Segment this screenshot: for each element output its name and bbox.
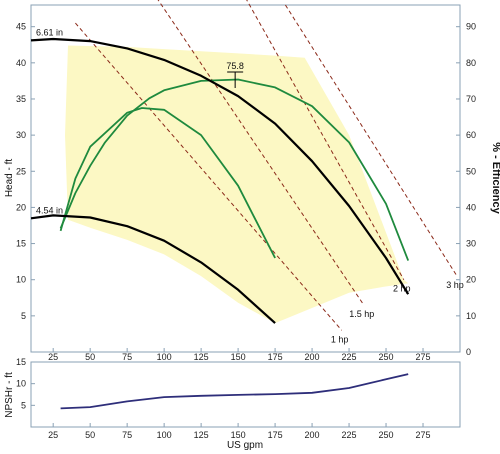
head-curve-1: [30, 37, 410, 295]
npshr-axis-ticks: 5 10 15 25 50 75 100 125 150 175 200 225 250 275: [16, 357, 431, 440]
flow-tick-label: 75: [122, 352, 132, 362]
head-tick-label: 20: [16, 202, 26, 212]
lower-flow-tick-label: 75: [122, 430, 132, 440]
power-line-3: [246, 0, 405, 280]
efficiency-tick-label: 70: [466, 94, 476, 104]
power-line-label-3: 2 hp: [393, 284, 411, 294]
head-tick-label: 35: [16, 94, 26, 104]
efficiency-tick-label: 0: [466, 347, 471, 357]
efficiency-tick-label: 10: [466, 311, 476, 321]
efficiency-tick-label: 20: [466, 275, 476, 285]
head-curve-label-2: 4.54 in: [36, 205, 63, 215]
efficiency-tick-label: 60: [466, 130, 476, 140]
flow-tick-label: 150: [231, 352, 246, 362]
head-axis-ticks: 5 10 15 20 25 30 35 40 45 0 10 20 30 40 50 60 70 80 90 25 50…: [16, 22, 476, 362]
head-curve-label-1: 6.61 in: [36, 27, 63, 37]
head-tick-label: 5: [21, 311, 26, 321]
head-curves: [30, 37, 410, 324]
power-lines: 1 hp 1.5 hp 2 hp 3 hp: [75, 0, 464, 344]
head-tick-label: 10: [16, 275, 26, 285]
power-line-label-2: 1.5 hp: [349, 309, 374, 319]
npshr-curve: [60, 373, 409, 410]
head-tick-label: 25: [16, 166, 26, 176]
npshr-tick-label: 5: [21, 400, 26, 410]
flow-tick-label: 25: [48, 352, 58, 362]
efficiency-tick-label: 50: [466, 166, 476, 176]
head-tick-label: 15: [16, 239, 26, 249]
efficiency-tick-label: 40: [466, 202, 476, 212]
flow-tick-label: 200: [305, 352, 320, 362]
lower-flow-tick-label: 100: [157, 430, 172, 440]
flow-tick-label: 50: [85, 352, 95, 362]
head-tick-label: 45: [16, 22, 26, 32]
head-axis-label: Head - ft: [4, 159, 15, 198]
efficiency-curves: [59, 78, 410, 261]
power-line-label-1: 1 hp: [331, 334, 349, 344]
lower-flow-tick-label: 200: [305, 430, 320, 440]
flow-axis-label: US gpm: [227, 440, 263, 451]
head-curve-2: [30, 214, 276, 324]
lower-flow-tick-label: 25: [48, 430, 58, 440]
lower-flow-tick-label: 175: [268, 430, 283, 440]
lower-flow-tick-label: 125: [194, 430, 209, 440]
lower-flow-tick-label: 275: [416, 430, 431, 440]
flow-tick-label: 175: [268, 352, 283, 362]
lower-flow-tick-label: 250: [379, 430, 394, 440]
head-tick-label: 30: [16, 130, 26, 140]
efficiency-curve-1: [59, 78, 410, 261]
efficiency-axis-label: % - Efficiency: [490, 142, 500, 214]
power-line-2: [157, 0, 365, 306]
flow-tick-label: 100: [157, 352, 172, 362]
power-line-1: [75, 22, 343, 331]
head-tick-label: 40: [16, 58, 26, 68]
flow-tick-label: 250: [379, 352, 394, 362]
npshr-tick-label: 10: [16, 379, 26, 389]
efficiency-tick-label: 30: [466, 239, 476, 249]
npshr-series-1: [60, 373, 409, 410]
flow-tick-label: 125: [194, 352, 209, 362]
npshr-plot-area: [30, 361, 461, 428]
npshr-axis-label: NPSHr - ft: [4, 372, 15, 418]
npshr-tick-label: 15: [16, 357, 26, 367]
flow-tick-label: 225: [342, 352, 357, 362]
flow-tick-label: 275: [416, 352, 431, 362]
efficiency-tick-label: 80: [466, 58, 476, 68]
lower-flow-tick-label: 225: [342, 430, 357, 440]
power-line-label-4: 3 hp: [446, 280, 464, 290]
curve-annotations: 6.61 in 4.54 in 75.8: [36, 27, 244, 215]
efficiency-tick-label: 90: [466, 22, 476, 32]
lower-flow-tick-label: 150: [231, 430, 246, 440]
efficiency-peak-label: 75.8: [226, 61, 244, 71]
efficiency-curve-2: [59, 107, 276, 259]
power-line-4: [284, 4, 458, 277]
lower-flow-tick-label: 50: [85, 430, 95, 440]
